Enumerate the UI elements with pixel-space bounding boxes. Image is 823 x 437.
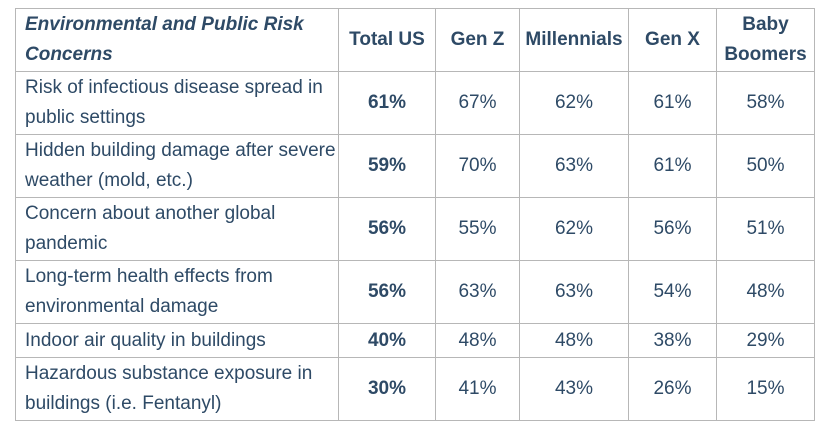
total-us-value: 56% <box>338 260 436 324</box>
gen-z-value: 63% <box>435 260 520 324</box>
boomers-value: 48% <box>716 260 815 324</box>
millennials-value: 48% <box>519 323 629 358</box>
table-row: Concern about another global pandemic 56… <box>15 197 815 261</box>
total-us-value: 56% <box>338 197 436 261</box>
header-row: Environmental and Public Risk Concerns T… <box>15 8 815 72</box>
header-gen-x: Gen X <box>628 8 717 72</box>
concern-label: Long-term health effects from environmen… <box>15 260 339 324</box>
millennials-value: 43% <box>519 357 629 421</box>
boomers-value: 29% <box>716 323 815 358</box>
boomers-value: 50% <box>716 134 815 198</box>
gen-z-value: 41% <box>435 357 520 421</box>
millennials-value: 62% <box>519 71 629 135</box>
table-row: Long-term health effects from environmen… <box>15 260 815 324</box>
boomers-value: 58% <box>716 71 815 135</box>
concern-label: Hazardous substance exposure in building… <box>15 357 339 421</box>
gen-x-value: 61% <box>628 134 717 198</box>
concern-label: Hidden building damage after severe weat… <box>15 134 339 198</box>
gen-x-value: 61% <box>628 71 717 135</box>
header-concern: Environmental and Public Risk Concerns <box>15 8 339 72</box>
gen-x-value: 56% <box>628 197 717 261</box>
total-us-value: 30% <box>338 357 436 421</box>
millennials-value: 63% <box>519 134 629 198</box>
header-millennials: Millennials <box>519 8 629 72</box>
header-baby-boomers: Baby Boomers <box>716 8 815 72</box>
gen-x-value: 26% <box>628 357 717 421</box>
millennials-value: 63% <box>519 260 629 324</box>
risk-table-container: Environmental and Public Risk Concerns T… <box>15 8 815 421</box>
gen-z-value: 55% <box>435 197 520 261</box>
concern-label: Concern about another global pandemic <box>15 197 339 261</box>
risk-concerns-table: Environmental and Public Risk Concerns T… <box>15 8 815 421</box>
table-row: Hazardous substance exposure in building… <box>15 357 815 421</box>
gen-x-value: 54% <box>628 260 717 324</box>
concern-label: Indoor air quality in buildings <box>15 323 339 358</box>
header-total-us: Total US <box>338 8 436 72</box>
boomers-value: 51% <box>716 197 815 261</box>
millennials-value: 62% <box>519 197 629 261</box>
gen-z-value: 48% <box>435 323 520 358</box>
total-us-value: 61% <box>338 71 436 135</box>
concern-label: Risk of infectious disease spread in pub… <box>15 71 339 135</box>
header-gen-z: Gen Z <box>435 8 520 72</box>
table-row: Hidden building damage after severe weat… <box>15 134 815 198</box>
table-row: Indoor air quality in buildings 40% 48% … <box>15 323 815 358</box>
gen-z-value: 70% <box>435 134 520 198</box>
total-us-value: 40% <box>338 323 436 358</box>
total-us-value: 59% <box>338 134 436 198</box>
gen-x-value: 38% <box>628 323 717 358</box>
gen-z-value: 67% <box>435 71 520 135</box>
table-row: Risk of infectious disease spread in pub… <box>15 71 815 135</box>
boomers-value: 15% <box>716 357 815 421</box>
